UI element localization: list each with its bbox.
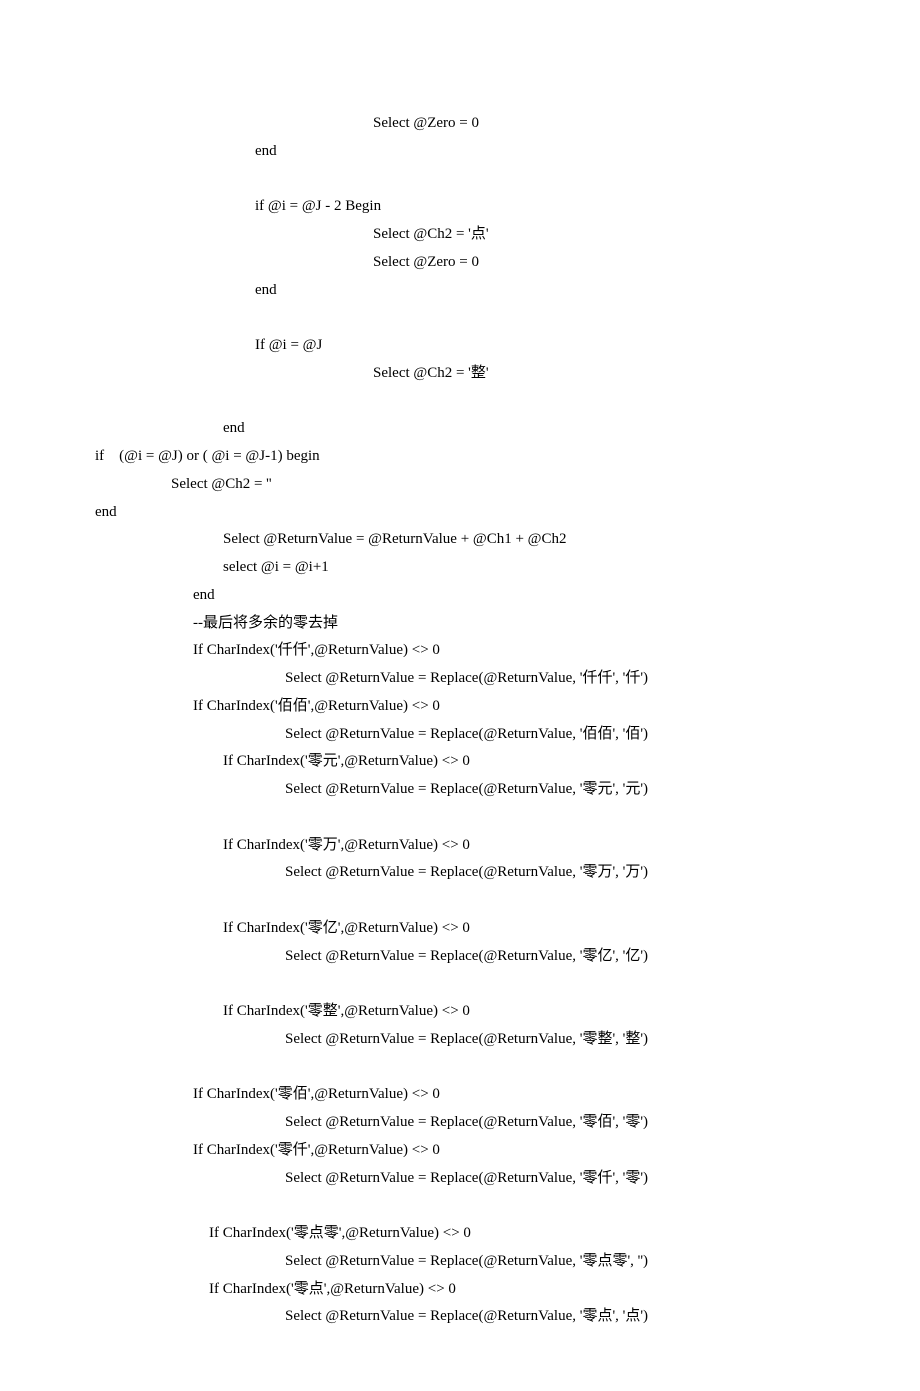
code-line: If CharIndex('仟仟',@ReturnValue) <> 0 bbox=[95, 637, 825, 665]
code-line: If CharIndex('零点零',@ReturnValue) <> 0 bbox=[95, 1220, 825, 1248]
code-line: if (@i = @J) or ( @i = @J-1) begin bbox=[95, 443, 825, 471]
code-line: Select @ReturnValue = Replace(@ReturnVal… bbox=[95, 943, 825, 971]
code-line bbox=[95, 1192, 825, 1220]
code-line: Select @Zero = 0 bbox=[95, 110, 825, 138]
code-line: select @i = @i+1 bbox=[95, 554, 825, 582]
code-line: If CharIndex('零点',@ReturnValue) <> 0 bbox=[95, 1276, 825, 1304]
code-line: if @i = @J - 2 Begin bbox=[95, 193, 825, 221]
code-line: end bbox=[95, 277, 825, 305]
code-line bbox=[95, 388, 825, 416]
code-line: Select @Ch2 = '点' bbox=[95, 221, 825, 249]
code-line: end bbox=[95, 499, 825, 527]
code-line bbox=[95, 166, 825, 194]
code-line: If @i = @J bbox=[95, 332, 825, 360]
code-line: end bbox=[95, 415, 825, 443]
code-line: Select @ReturnValue = Replace(@ReturnVal… bbox=[95, 665, 825, 693]
code-line: Select @ReturnValue = Replace(@ReturnVal… bbox=[95, 1109, 825, 1137]
code-line: If CharIndex('零元',@ReturnValue) <> 0 bbox=[95, 748, 825, 776]
code-line: Select @ReturnValue = Replace(@ReturnVal… bbox=[95, 1248, 825, 1276]
code-line: Select @ReturnValue = Replace(@ReturnVal… bbox=[95, 1165, 825, 1193]
code-line bbox=[95, 804, 825, 832]
code-line: If CharIndex('零佰',@ReturnValue) <> 0 bbox=[95, 1081, 825, 1109]
code-block: Select @Zero = 0end if @i = @J - 2 Begin… bbox=[95, 110, 825, 1331]
code-line: Select @Ch2 = '' bbox=[95, 471, 825, 499]
code-line: If CharIndex('零仟',@ReturnValue) <> 0 bbox=[95, 1137, 825, 1165]
code-line bbox=[95, 970, 825, 998]
code-line: Select @ReturnValue = Replace(@ReturnVal… bbox=[95, 776, 825, 804]
code-line: Select @ReturnValue = @ReturnValue + @Ch… bbox=[95, 526, 825, 554]
code-line bbox=[95, 304, 825, 332]
code-line: Select @Zero = 0 bbox=[95, 249, 825, 277]
code-line: If CharIndex('零万',@ReturnValue) <> 0 bbox=[95, 832, 825, 860]
code-line: Select @Ch2 = '整' bbox=[95, 360, 825, 388]
code-line: end bbox=[95, 582, 825, 610]
code-line: If CharIndex('佰佰',@ReturnValue) <> 0 bbox=[95, 693, 825, 721]
code-line bbox=[95, 1054, 825, 1082]
code-line: Select @ReturnValue = Replace(@ReturnVal… bbox=[95, 721, 825, 749]
code-line: Select @ReturnValue = Replace(@ReturnVal… bbox=[95, 1026, 825, 1054]
document-page: Select @Zero = 0end if @i = @J - 2 Begin… bbox=[0, 0, 920, 1391]
code-line: Select @ReturnValue = Replace(@ReturnVal… bbox=[95, 859, 825, 887]
code-line: --最后将多余的零去掉 bbox=[95, 610, 825, 638]
code-line bbox=[95, 887, 825, 915]
code-line: Select @ReturnValue = Replace(@ReturnVal… bbox=[95, 1303, 825, 1331]
code-line: If CharIndex('零亿',@ReturnValue) <> 0 bbox=[95, 915, 825, 943]
code-line: If CharIndex('零整',@ReturnValue) <> 0 bbox=[95, 998, 825, 1026]
code-line: end bbox=[95, 138, 825, 166]
